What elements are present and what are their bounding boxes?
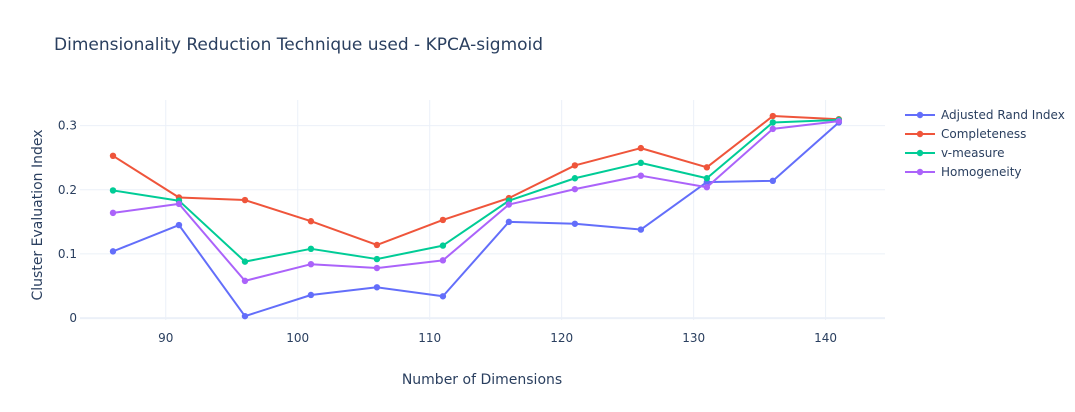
data-point[interactable] — [241, 277, 249, 285]
legend-label: Completeness — [941, 127, 1026, 141]
data-point[interactable] — [241, 258, 249, 265]
data-point[interactable] — [571, 220, 579, 227]
series-homogeneity — [109, 117, 843, 285]
data-point[interactable] — [109, 209, 117, 217]
series-layer — [109, 112, 843, 320]
data-point[interactable] — [703, 184, 711, 191]
legend-swatch-marker — [916, 130, 924, 138]
data-point[interactable] — [175, 200, 183, 208]
data-point[interactable] — [439, 257, 447, 264]
x-axis-title: Number of Dimensions — [402, 372, 562, 388]
data-point[interactable] — [703, 175, 711, 182]
data-point[interactable] — [109, 152, 117, 160]
legend-swatch-marker — [916, 149, 924, 157]
series-completeness — [109, 112, 843, 249]
legend-item[interactable]: Adjusted Rand Index — [905, 108, 1065, 122]
data-point[interactable] — [175, 221, 183, 229]
series-adjusted-rand-index — [109, 119, 843, 320]
legend-label: Adjusted Rand Index — [941, 108, 1065, 122]
chart-title: Dimensionality Reduction Technique used … — [54, 35, 543, 55]
data-point[interactable] — [373, 264, 381, 272]
data-point[interactable] — [505, 201, 513, 208]
y-axis-title: Cluster Evaluation Index — [30, 129, 46, 300]
data-point[interactable] — [637, 144, 645, 152]
data-point[interactable] — [307, 260, 315, 268]
x-tick-label: 140 — [814, 331, 837, 345]
y-tick-label: 0 — [69, 311, 77, 325]
data-point[interactable] — [505, 218, 513, 226]
data-point[interactable] — [835, 117, 843, 125]
y-tick-label: 0.2 — [58, 183, 77, 197]
data-point[interactable] — [373, 241, 381, 249]
data-point[interactable] — [109, 248, 117, 255]
data-point[interactable] — [637, 172, 645, 179]
x-tick-label: 90 — [158, 331, 173, 345]
legend-swatch-marker — [916, 111, 924, 119]
data-point[interactable] — [373, 284, 381, 291]
data-point[interactable] — [439, 216, 447, 224]
data-point[interactable] — [241, 312, 249, 320]
data-point[interactable] — [439, 242, 447, 249]
data-point[interactable] — [307, 245, 315, 253]
data-point[interactable] — [571, 185, 579, 193]
data-point[interactable] — [307, 218, 315, 225]
y-tick-label: 0.1 — [58, 247, 77, 261]
legend[interactable]: Adjusted Rand Index Completeness v-measure… — [905, 108, 1065, 179]
data-point[interactable] — [703, 164, 711, 171]
data-point[interactable] — [571, 175, 579, 182]
series-line — [112, 120, 839, 282]
series-line — [112, 118, 839, 263]
series-line — [112, 121, 840, 318]
data-point[interactable] — [109, 187, 117, 194]
legend-label: Homogeneity — [941, 165, 1022, 179]
legend-item[interactable]: v-measure — [905, 146, 1004, 160]
x-tick-label: 130 — [682, 331, 705, 345]
x-tick-label: 110 — [418, 331, 441, 345]
data-point[interactable] — [307, 291, 315, 299]
series-line — [112, 115, 839, 246]
data-point[interactable] — [769, 119, 777, 126]
legend-label: v-measure — [941, 146, 1004, 160]
tick-labels: 90 100 110 120 130 140 0 0.1 0.2 0.3 — [58, 119, 837, 345]
legend-item[interactable]: Completeness — [905, 127, 1026, 141]
y-tick-label: 0.3 — [58, 119, 77, 133]
legend-item[interactable]: Homogeneity — [905, 165, 1022, 179]
data-point[interactable] — [373, 255, 381, 263]
data-point[interactable] — [637, 226, 645, 233]
data-point[interactable] — [637, 159, 645, 167]
data-point[interactable] — [769, 125, 777, 133]
legend-swatch-marker — [916, 168, 924, 176]
x-tick-label: 100 — [286, 331, 309, 345]
data-point[interactable] — [769, 112, 777, 120]
grid — [80, 100, 885, 320]
data-point[interactable] — [769, 177, 777, 185]
data-point[interactable] — [571, 162, 579, 169]
data-point[interactable] — [439, 293, 447, 300]
series-v-measure — [109, 116, 843, 265]
x-tick-label: 120 — [550, 331, 573, 345]
data-point[interactable] — [241, 196, 249, 204]
